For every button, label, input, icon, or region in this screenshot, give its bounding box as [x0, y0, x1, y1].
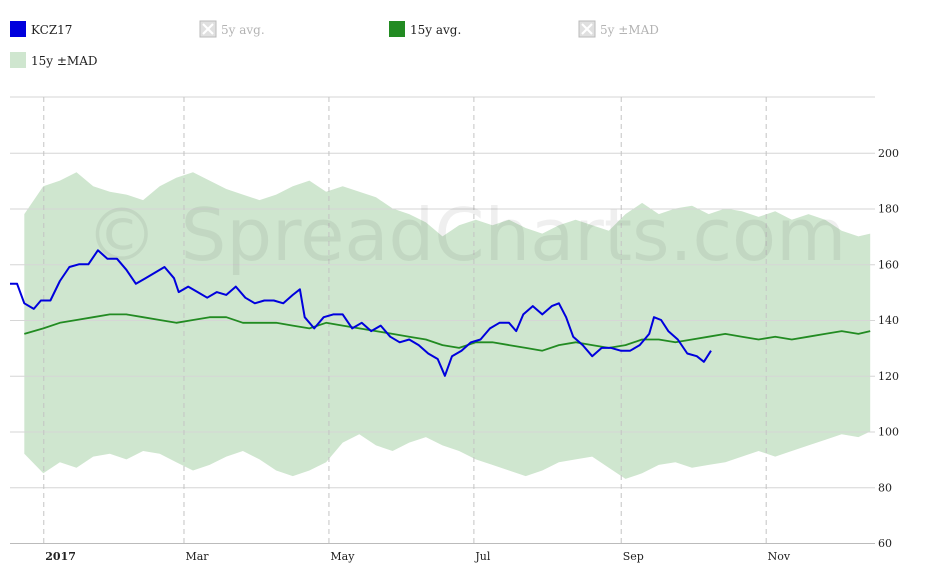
legend: KCZ17 5y avg. 15y avg. 5y ±MAD 15y ±MAD [10, 20, 659, 68]
legend-item[interactable]: 15y avg. [389, 21, 461, 37]
legend-item[interactable]: 5y avg. [199, 20, 265, 38]
legend-cross-mark [202, 23, 214, 35]
grid-layer [10, 96, 875, 544]
x-tick-label: Sep [623, 550, 644, 563]
legend-swatch[interactable] [389, 21, 405, 37]
band-15y-mad [24, 172, 871, 479]
y-tick-label: 120 [878, 370, 899, 383]
y-tick-label: 100 [878, 426, 899, 439]
legend-label[interactable]: 5y avg. [221, 23, 265, 37]
line-layer [10, 249, 871, 377]
legend-label[interactable]: 15y ±MAD [31, 54, 98, 68]
legend-swatch[interactable] [10, 52, 26, 68]
x-tick-label: Nov [768, 550, 791, 563]
legend-swatch[interactable] [10, 21, 26, 37]
plot-area: © SpreadCharts.com [10, 96, 875, 544]
x-tick-label: Jul [474, 550, 490, 563]
x-tick-label: May [330, 550, 355, 563]
series-line-kcz17 [10, 249, 712, 377]
legend-label[interactable]: 15y avg. [410, 23, 461, 37]
y-tick-label: 60 [878, 537, 892, 550]
y-tick-label: 160 [878, 258, 899, 271]
series-line-15y-avg- [24, 313, 871, 352]
legend-item[interactable]: KCZ17 [10, 21, 72, 37]
y-axis: 60 80 100 120 140 160 180 200 [878, 147, 899, 550]
legend-label[interactable]: 5y ±MAD [600, 23, 659, 37]
legend-label[interactable]: KCZ17 [31, 23, 72, 37]
x-tick-label: Mar [185, 550, 209, 563]
x-axis: 2017 Mar May Jul Sep Nov [45, 550, 791, 563]
legend-cross-mark [581, 23, 593, 35]
y-tick-label: 200 [878, 147, 899, 160]
band-layer [24, 172, 871, 479]
watermark: © SpreadCharts.com [86, 193, 846, 277]
y-tick-label: 140 [878, 314, 899, 327]
legend-item[interactable]: 15y ±MAD [10, 52, 98, 68]
legend-item[interactable]: 5y ±MAD [578, 20, 659, 38]
x-tick-label: 2017 [45, 550, 76, 563]
y-tick-label: 80 [878, 481, 892, 494]
y-tick-label: 180 [878, 203, 899, 216]
